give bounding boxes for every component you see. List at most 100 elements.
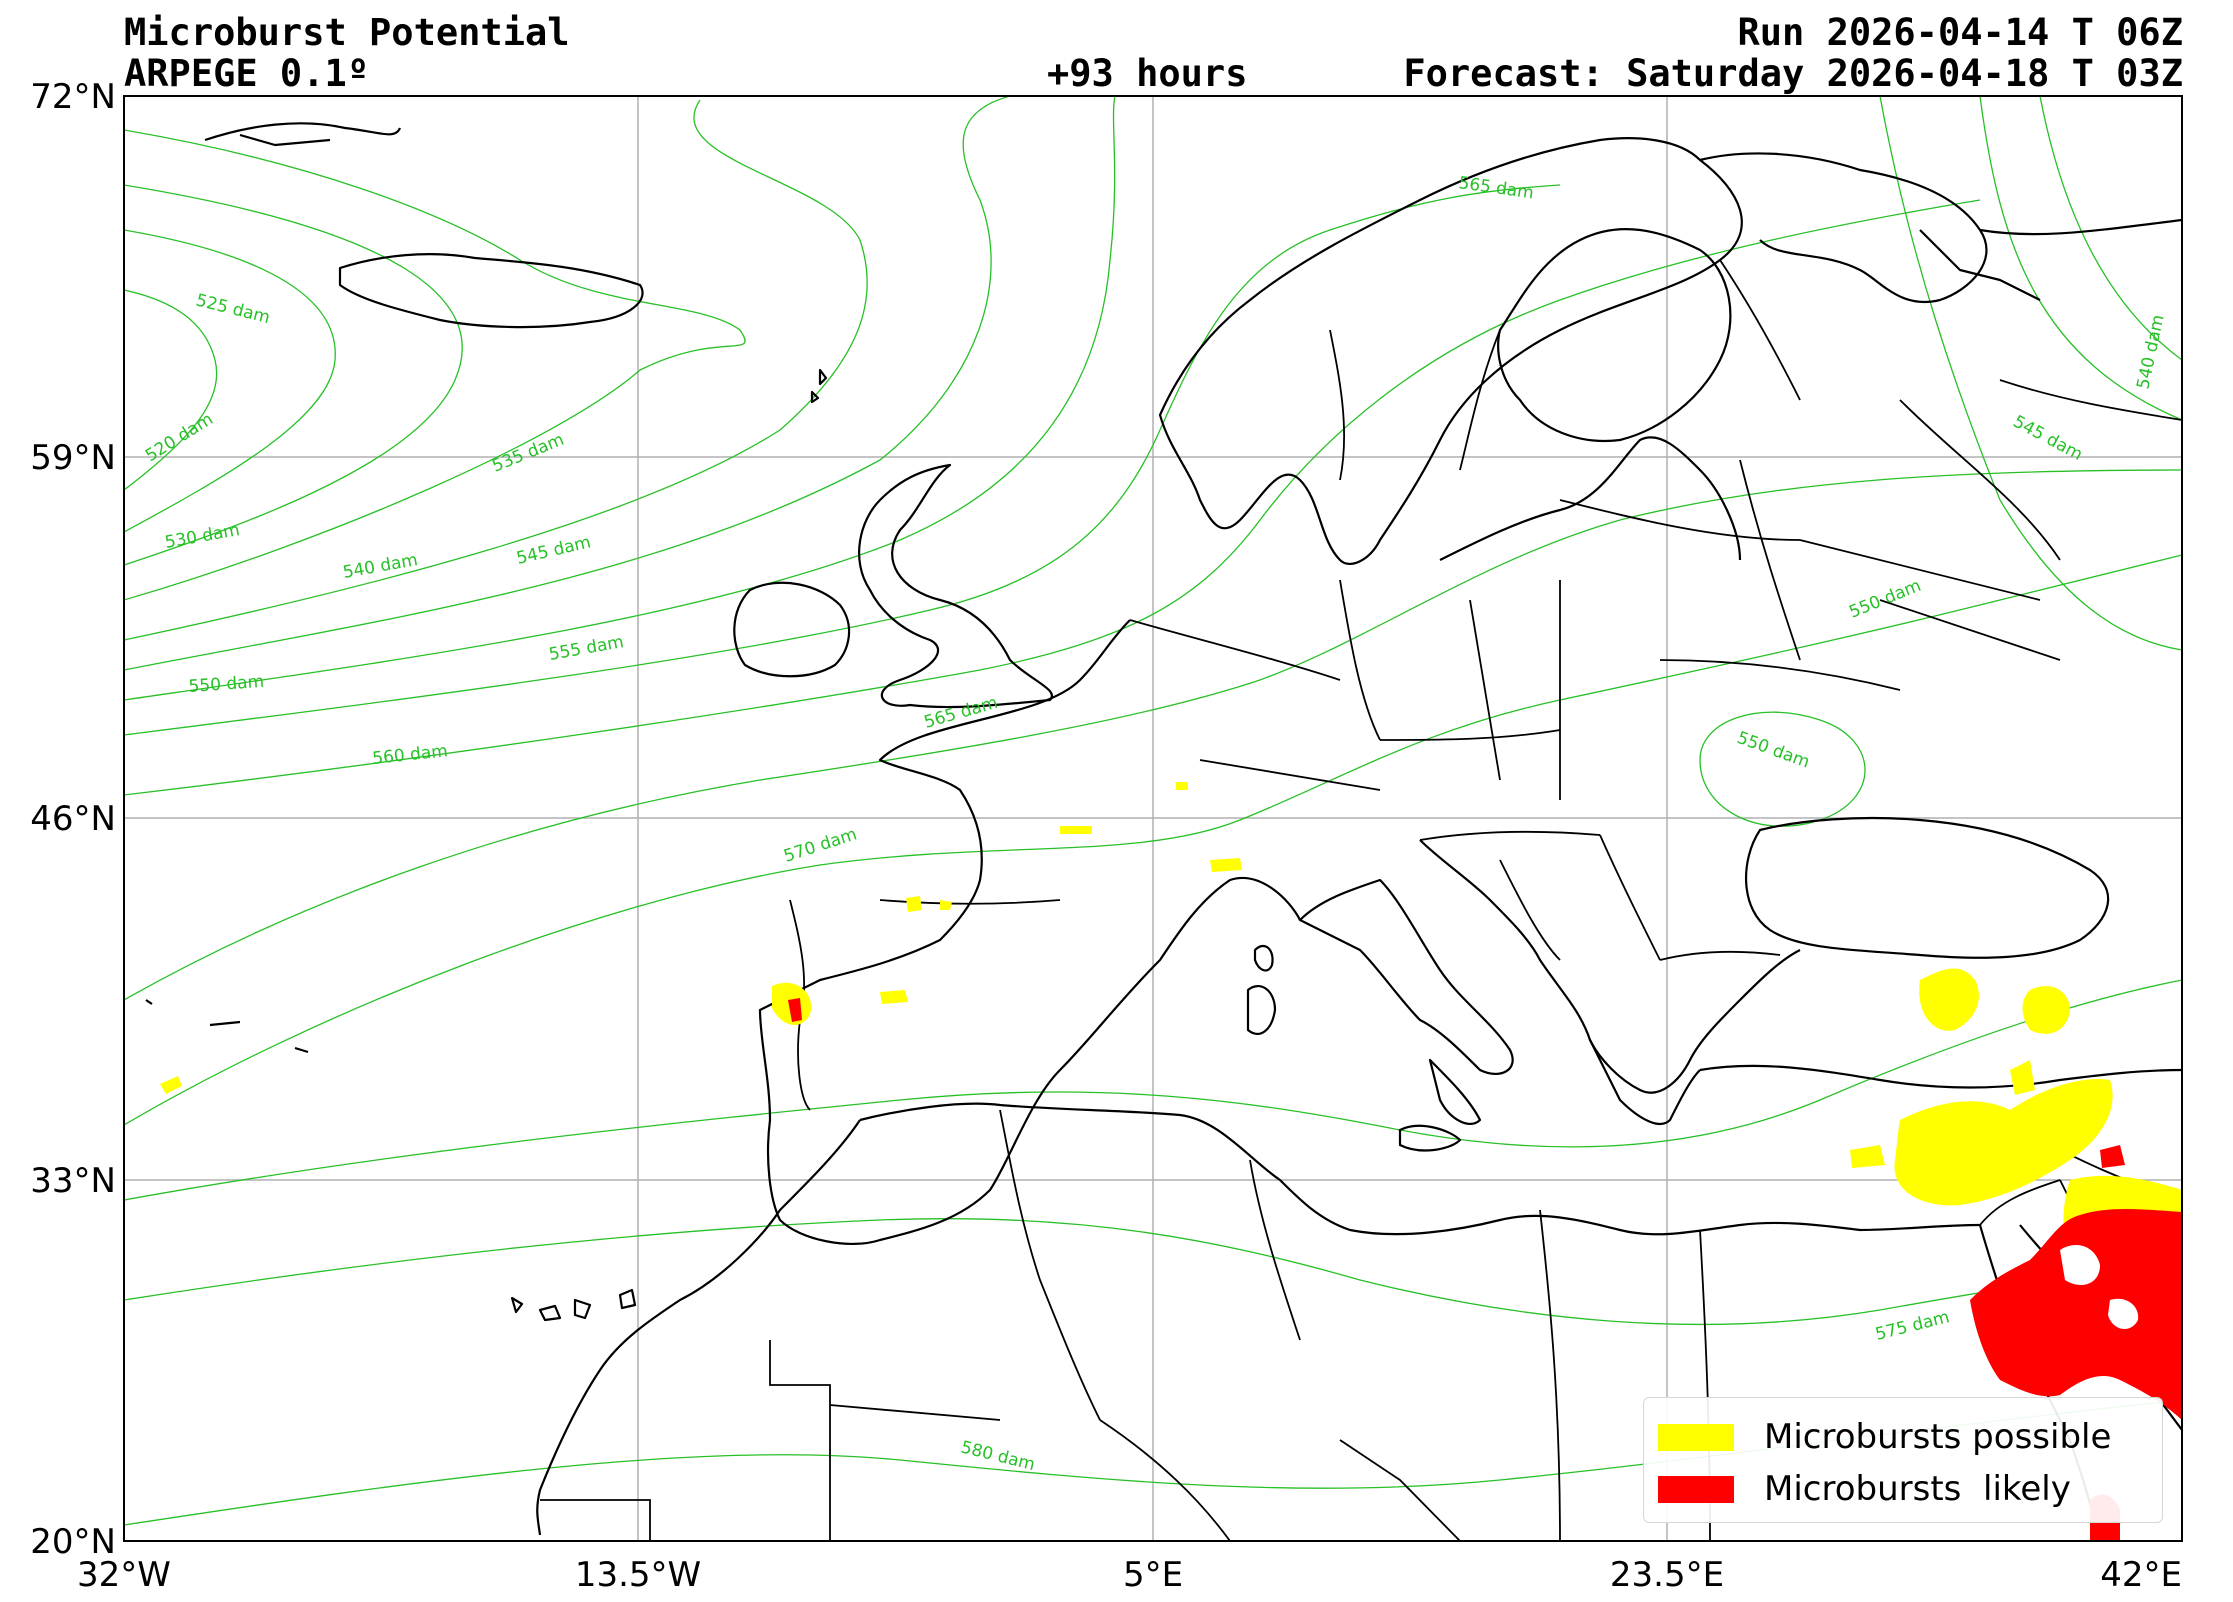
likely-area-portugal bbox=[788, 998, 802, 1022]
balkan-coast bbox=[1419, 839, 1801, 1094]
likely-area-gap-2 bbox=[2108, 1298, 2139, 1330]
contour-575 bbox=[124, 979, 2182, 1201]
italy-coast bbox=[1298, 878, 1514, 1126]
geopotential-contours bbox=[124, 96, 2182, 1526]
scandinavia-coast bbox=[1158, 137, 1743, 566]
contour-label-575: 575 dam bbox=[1873, 1307, 1951, 1345]
possible-area-azores bbox=[160, 1076, 182, 1094]
possible-area-iberia-north bbox=[906, 896, 952, 912]
possible-area-anatolia bbox=[1919, 968, 2070, 1034]
lat-tick-label: 59°N bbox=[30, 438, 116, 478]
faroe-islands bbox=[810, 368, 828, 404]
arctic-russia-coast bbox=[1919, 218, 2182, 301]
kola-white-sea-coast bbox=[1699, 152, 1988, 303]
forecast-time: Forecast: Saturday 2026-04-18 T 03Z bbox=[1403, 52, 2183, 95]
lon-tick-label: 32°W bbox=[77, 1555, 171, 1595]
legend-item-likely: Microbursts likely bbox=[1658, 1469, 2071, 1509]
possible-area-france bbox=[1060, 782, 1188, 834]
possible-area-levant bbox=[1894, 1079, 2113, 1206]
border-eastern-europe bbox=[1559, 379, 2182, 691]
contour-label-550: 550 dam bbox=[188, 672, 265, 697]
contour-570 bbox=[124, 554, 2182, 1126]
sicily-coast bbox=[1398, 1124, 1462, 1152]
border-iberia bbox=[789, 899, 1061, 1111]
border-scandinavia bbox=[1329, 259, 1801, 481]
lat-tick-label: 20°N bbox=[30, 1522, 116, 1562]
british-isles-coast bbox=[858, 463, 1054, 709]
atlantic-morocco-coast bbox=[536, 1119, 861, 1536]
contour-540 bbox=[124, 99, 868, 641]
lon-tick-label: 42°E bbox=[2100, 1555, 2182, 1595]
lon-tick-label: 13.5°W bbox=[575, 1555, 701, 1595]
possible-area-alps bbox=[1210, 858, 1242, 872]
contour-label-540: 540 dam bbox=[341, 550, 419, 583]
legend-label-possible: Microbursts possible bbox=[1764, 1417, 2112, 1457]
contour-label-540-east: 540 dam bbox=[2133, 313, 2168, 391]
lat-tick-label: 33°N bbox=[30, 1161, 116, 1201]
lon-tick-label: 23.5°E bbox=[1610, 1555, 1724, 1595]
contour-545 bbox=[124, 96, 1011, 671]
lon-tick-labels: 32°W 13.5°W 5°E 23.5°E 42°E bbox=[77, 1555, 2182, 1595]
legend: Microbursts possible Microbursts likely bbox=[1643, 1397, 2163, 1523]
legend-item-possible: Microbursts possible bbox=[1658, 1417, 2111, 1457]
western-europe-coast bbox=[758, 619, 1301, 1246]
likely-area-mesopotamia bbox=[2100, 1145, 2125, 1168]
possible-area-syria bbox=[1850, 1060, 2035, 1168]
contour-535 bbox=[124, 129, 746, 601]
microburst-holes bbox=[2060, 1245, 2139, 1330]
contour-label-550-east: 550 dam bbox=[1846, 576, 1924, 623]
contour-label-565: 565 dam bbox=[922, 693, 1000, 733]
contour-labels: 520 dam 525 dam 530 dam 535 dam 540 dam … bbox=[142, 173, 2169, 1475]
contour-550 bbox=[124, 96, 1116, 701]
contour-label-555: 555 dam bbox=[547, 632, 625, 665]
lat-tick-label: 46°N bbox=[30, 799, 116, 839]
lon-tick-label: 5°E bbox=[1123, 1555, 1183, 1595]
lat-tick-label: 72°N bbox=[30, 77, 116, 117]
likely-area-arabia bbox=[1970, 1208, 2182, 1420]
run-time: Run 2026-04-14 T 06Z bbox=[1737, 11, 2183, 54]
contour-530 bbox=[124, 184, 463, 566]
contour-label-550-carpathian: 550 dam bbox=[1734, 728, 1812, 773]
contour-550b bbox=[1699, 711, 1866, 827]
north-africa-coast bbox=[859, 1102, 1981, 1236]
turkey-coast bbox=[1699, 1064, 2182, 1089]
lead-time: +93 hours bbox=[1047, 52, 1248, 95]
sardinia-corsica-coast bbox=[1246, 944, 1277, 1035]
border-central-europe bbox=[1129, 579, 1561, 800]
contour-575b bbox=[124, 1218, 2182, 1326]
contour-label-570: 570 dam bbox=[781, 824, 859, 866]
legend-label-likely: Microbursts likely bbox=[1764, 1469, 2071, 1509]
plot-frame bbox=[123, 95, 2183, 1542]
border-north-africa bbox=[540, 1109, 1711, 1541]
coastlines bbox=[145, 122, 2182, 1541]
black-sea-coast bbox=[1745, 816, 2110, 959]
contour-565 bbox=[124, 469, 2182, 1001]
greece-coast bbox=[1589, 1039, 1701, 1125]
canary-islands bbox=[510, 1288, 637, 1322]
contour-555 bbox=[124, 184, 1561, 736]
lat-tick-labels: 72°N 59°N 46°N 33°N 20°N bbox=[30, 77, 116, 1562]
likely-area-gap-1 bbox=[2060, 1245, 2100, 1285]
finland-coast bbox=[1497, 228, 1732, 442]
legend-swatch-likely bbox=[1658, 1475, 1734, 1503]
ireland-coast bbox=[733, 581, 851, 678]
contour-560 bbox=[124, 199, 1981, 796]
azores bbox=[145, 999, 309, 1054]
contour-east-540 bbox=[2039, 96, 2182, 361]
country-borders bbox=[540, 259, 2182, 1541]
iceland-coast bbox=[338, 253, 644, 329]
legend-swatch-possible bbox=[1658, 1423, 1734, 1451]
contour-525 bbox=[124, 229, 336, 533]
greenland-coast bbox=[204, 122, 402, 147]
contour-east-550 bbox=[1879, 96, 2182, 651]
map-title: Microburst Potential bbox=[124, 11, 570, 54]
contour-label-560: 560 dam bbox=[371, 741, 448, 769]
contour-label-530: 530 dam bbox=[163, 520, 241, 553]
contour-label-565-north: 565 dam bbox=[1457, 173, 1535, 203]
contour-label-525: 525 dam bbox=[194, 290, 272, 328]
microburst-possible-areas bbox=[160, 782, 2182, 1275]
baltic-coast bbox=[1439, 436, 1742, 561]
contour-label-535: 535 dam bbox=[489, 430, 567, 477]
contour-east-545 bbox=[1979, 96, 2182, 421]
